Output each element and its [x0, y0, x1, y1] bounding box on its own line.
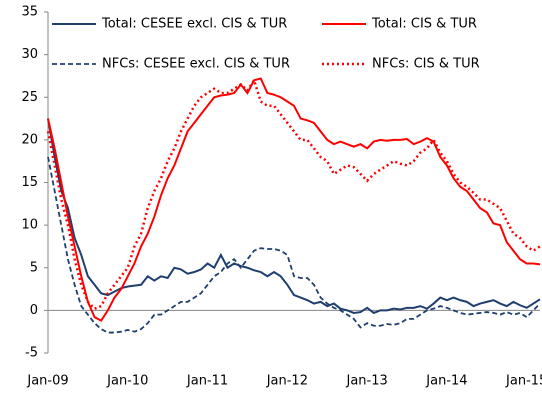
y-tick-label: 0 [30, 303, 38, 318]
series-line [47, 156, 541, 334]
series-line [47, 118, 541, 315]
series-line [47, 77, 541, 322]
y-tick-label: 10 [21, 218, 38, 233]
y-tick-label: 25 [21, 90, 38, 105]
y-tick-label: 20 [21, 132, 38, 147]
legend-label: Total: CESEE excl. CIS & TUR [101, 17, 287, 32]
x-tick-label: Jan-11 [186, 374, 228, 389]
y-tick-label: 5 [30, 260, 38, 275]
x-tick-label: Jan-15 [505, 374, 542, 389]
y-tick-label: 30 [21, 47, 38, 62]
x-tick-label: Jan-10 [106, 374, 148, 389]
x-tick-label: Jan-09 [26, 374, 68, 389]
x-tick-label: Jan-13 [345, 374, 387, 389]
x-tick-label: Jan-14 [425, 374, 467, 389]
y-tick-label: -5 [25, 346, 38, 361]
legend-label: Total: CIS & TUR [371, 17, 477, 32]
series-line [46, 77, 541, 311]
legend-label: NFCs: CIS & TUR [372, 57, 480, 72]
x-tick-label: Jan-12 [266, 374, 308, 389]
legend-label: NFCs: CESEE excl. CIS & TUR [102, 57, 290, 72]
y-tick-label: 35 [21, 5, 38, 20]
y-tick-label: 15 [21, 175, 38, 190]
